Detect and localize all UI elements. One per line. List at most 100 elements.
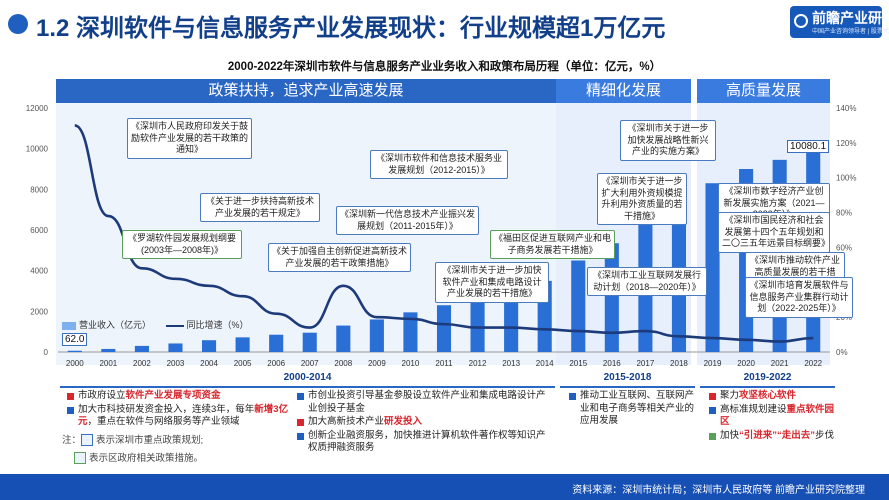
logo-mark-icon: [794, 14, 808, 28]
y-left-tick-8000: 8000: [30, 185, 48, 194]
x-tick-2016: 2016: [603, 359, 621, 368]
x-tick-2020: 2020: [737, 359, 755, 368]
list-item: 加大高新技术产业研发投入: [297, 416, 551, 429]
policy-box-4: 《关于加强自主创新促进高新技术产业发展的若干政策措施》: [268, 243, 411, 272]
x-tick-2012: 2012: [469, 359, 487, 368]
item-highlight: 重点软件园区: [720, 403, 835, 428]
x-tick-2001: 2001: [99, 359, 117, 368]
note-blue: 注： 表示深圳市重点政策规划;: [62, 432, 204, 447]
page-title: 1.2 深圳软件与信息服务产业发展现状：行业规模超1万亿元: [36, 15, 666, 42]
policy-box-6: 《深圳新一代信息技术产业振兴发展规划（2011-2015年）》: [336, 206, 479, 235]
list-item: 加快“引进来”“走出去”步伐: [709, 429, 838, 443]
legend-line-swatch: [165, 324, 184, 327]
title-bullet-icon: [8, 14, 28, 34]
policy-box-1: 《深圳市人民政府印发关于鼓励软件产业发展的若干政策的通知》: [127, 118, 252, 159]
x-tick-2015: 2015: [569, 359, 587, 368]
list-item: 市政府设立软件产业发展专项资金: [67, 390, 296, 403]
source-note: 资料来源：深圳市统计局；深圳市人民政府等 前瞻产业研究院整理: [572, 485, 865, 496]
policy-box-11: 《深圳市关于进一步加快发展战略性新兴产业的实施方案》: [620, 120, 716, 161]
y-right-tick-0%: 0%: [836, 348, 848, 357]
logo-subtext: 中国产业咨询领导者 | 股票代码:835036: [812, 29, 889, 35]
note-green-swatch: [74, 452, 86, 465]
list-item: 聚力攻坚核心软件: [709, 390, 838, 403]
bar-2007: [302, 332, 317, 352]
x-tick-2002: 2002: [133, 359, 151, 368]
phase-banner-2: 精细化发展: [556, 79, 691, 103]
item-text: 高标准规划建设: [720, 403, 787, 415]
y-left-tick-2000: 2000: [30, 307, 48, 316]
chart-title: 2000-2022年深圳市软件与信息服务产业业务收入和政策布局历程（单位：亿元，…: [227, 61, 662, 73]
y-left-tick-4000: 4000: [30, 267, 48, 276]
policy-box-3: 《关于进一步扶持高新技术产业发展的若干规定》: [200, 193, 320, 222]
item-text: 加大市科技研发资金投入，连续3年，每年: [78, 403, 255, 415]
col-2019-2022: 聚力攻坚核心软件 高标准规划建设重点软件园区 加快“引进来”“走出去”步伐: [708, 390, 838, 443]
phase-banner-3: 高质量发展: [697, 79, 830, 103]
bar-2019: [705, 183, 720, 352]
item-text: 步伐: [815, 429, 835, 441]
note-blue-text: 表示深圳市重点政策规划;: [96, 435, 204, 446]
list-item: 推动工业互联网、互联网产业和电子商务等相关产业的应用发展: [569, 390, 696, 428]
policy-box-5: 《深圳市软件和信息技术服务业发展规划（2012-2015）》: [370, 150, 508, 179]
legend: 营业收入（亿元） 同比增速（%）: [62, 318, 249, 331]
x-tick-2010: 2010: [402, 359, 420, 368]
item-text: 加快: [720, 429, 740, 441]
legend-line-label: 同比增速（%）: [186, 320, 249, 330]
bar-2010: [403, 312, 418, 352]
x-tick-2008: 2008: [334, 359, 352, 368]
policy-box-9: 《深圳市关于进一步扩大利用外资规模提升利用外资质量的若干措施》: [597, 173, 687, 225]
phase-banner-1: 政策扶持，追求产业高速发展: [56, 79, 556, 103]
x-tick-2013: 2013: [502, 359, 520, 368]
policy-box-7: 《深圳市关于进一步加快软件产业和集成电路设计产业发展的若干措施》: [435, 262, 549, 303]
x-tick-2004: 2004: [200, 359, 218, 368]
note-prefix: 注：: [62, 435, 82, 446]
bar-2004: [201, 340, 217, 352]
list-item: 市创业投资引导基金参股设立软件产业和集成电路设计产业创投子基金: [297, 390, 551, 415]
x-tick-2021: 2021: [771, 359, 789, 368]
item-text: 加大高新技术产业: [308, 416, 385, 427]
x-tick-2007: 2007: [301, 359, 319, 368]
x-tick-2019: 2019: [704, 359, 722, 368]
list-item: 加大市科技研发资金投入，连续3年，每年新增3亿元，重点在软件与网络服务等产业领域: [67, 403, 296, 429]
bar-2002: [134, 345, 149, 352]
x-tick-2018: 2018: [670, 359, 688, 368]
bar-2005: [235, 337, 250, 352]
col-2000-2014-right: 市创业投资引导基金参股设立软件产业和集成电路设计产业创投子基金 加大高新技术产业…: [296, 390, 551, 456]
note-blue-swatch: [81, 434, 94, 447]
item-text: 聚力: [720, 390, 740, 401]
data-label-last: 10080.1: [787, 140, 830, 153]
policy-box-8: 《福田区促进互联网产业和电子商务发展若干措施》: [490, 230, 615, 259]
data-label-first: 62.0: [62, 333, 88, 346]
col-2000-2014-left: 市政府设立软件产业发展专项资金 加大市科技研发资金投入，连续3年，每年新增3亿元…: [66, 390, 296, 430]
x-tick-2017: 2017: [636, 359, 654, 368]
x-tick-2014: 2014: [536, 359, 554, 368]
item-highlight: 研发投入: [384, 416, 423, 427]
x-tick-2022: 2022: [804, 359, 822, 368]
col-2015-2018: 推动工业互联网、互联网产业和电子商务等相关产业的应用发展: [568, 390, 696, 429]
bar-2001: [101, 348, 116, 352]
period-head-2019-2022: 2019-2022: [700, 372, 835, 388]
period-head-2000-2014: 2000-2014: [60, 372, 555, 388]
x-tick-2000: 2000: [66, 359, 84, 368]
y-left-tick-6000: 6000: [30, 226, 48, 235]
item-highlight: “引进来”“走出去”: [739, 429, 816, 441]
item-text: 创新企业融资服务，加快推进计算机软件著作权等知识产权质押融资服务: [308, 429, 546, 454]
bar-2016: [604, 243, 619, 352]
footer-bar: 资料来源：深圳市统计局；深圳市人民政府等 前瞻产业研究院整理: [0, 474, 889, 500]
y-right-tick-80%: 80%: [836, 209, 852, 218]
item-text: ，重点在软件与网络服务等产业领域: [87, 416, 240, 427]
list-item: 高标准规划建设重点软件园区: [709, 403, 838, 429]
policy-box-10: 《深圳市工业互联网发展行动计划（2018—2020年）》: [587, 267, 707, 296]
bar-2008: [336, 325, 351, 352]
y-right-tick-60%: 60%: [836, 243, 852, 252]
bar-2006: [269, 334, 284, 352]
note-green: 表示区政府相关政策措施。: [74, 450, 203, 465]
growth-line: [74, 124, 814, 343]
legend-bar-label: 营业收入（亿元）: [79, 320, 152, 330]
period-head-2015-2018: 2015-2018: [560, 372, 695, 388]
item-text: 推动工业互联网、互联网产业和电子商务等相关产业的应用发展: [580, 390, 695, 426]
brand-logo: 前瞻产业研究院 中国产业咨询领导者 | 股票代码:835036: [790, 6, 889, 38]
y-right-tick-20%: 20%: [836, 313, 852, 322]
logo-text: 前瞻产业研究院: [812, 10, 889, 26]
policy-box-15: 《深圳市培育发展软件与信息服务产业集群行动计划（2022-2025年）》: [745, 277, 853, 318]
x-tick-2009: 2009: [368, 359, 386, 368]
